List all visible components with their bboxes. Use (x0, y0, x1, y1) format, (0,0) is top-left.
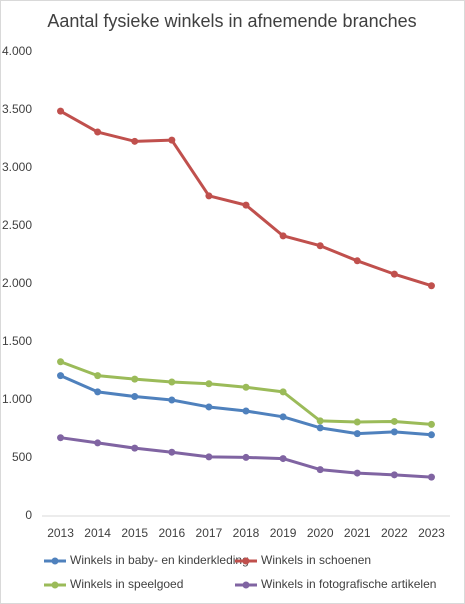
data-point (168, 378, 176, 386)
x-tick-label: 2023 (418, 526, 445, 540)
data-point (57, 372, 65, 380)
data-point (316, 466, 324, 474)
legend-label: Winkels in fotografische artikelen (261, 577, 436, 591)
data-point (427, 473, 435, 481)
data-point (353, 257, 361, 265)
data-point (279, 455, 287, 463)
data-point (131, 393, 139, 401)
data-point (168, 396, 176, 404)
legend-label: Winkels in speelgoed (70, 577, 183, 591)
legend-label: Winkels in schoenen (261, 553, 371, 567)
legend-marker (51, 581, 59, 589)
data-point (279, 232, 287, 240)
data-point (316, 242, 324, 250)
y-tick-label: 500 (12, 450, 32, 464)
data-point (279, 413, 287, 421)
x-tick-label: 2013 (47, 526, 74, 540)
data-point (57, 434, 65, 442)
y-tick-label: 4.000 (2, 44, 32, 58)
data-point (242, 201, 250, 209)
legend-marker (242, 581, 250, 589)
data-point (353, 418, 361, 426)
data-point (131, 444, 139, 452)
data-point (205, 192, 213, 200)
x-tick-label: 2019 (270, 526, 297, 540)
data-point (390, 270, 398, 278)
x-tick-label: 2022 (381, 526, 408, 540)
data-point (390, 471, 398, 479)
y-tick-label: 3.000 (2, 160, 32, 174)
data-point (57, 107, 65, 115)
data-point (205, 403, 213, 411)
y-tick-label: 3.500 (2, 102, 32, 116)
legend-label: Winkels in baby- en kinderkleding (70, 553, 249, 567)
legend-marker (51, 557, 59, 565)
legend-marker (242, 557, 250, 565)
data-point (390, 417, 398, 425)
data-point (131, 375, 139, 383)
data-point (427, 282, 435, 290)
data-point (427, 431, 435, 439)
data-point (131, 137, 139, 145)
data-point (242, 407, 250, 415)
data-point (94, 372, 102, 380)
x-tick-label: 2015 (121, 526, 148, 540)
chart-title: Aantal fysieke winkels in afnemende bran… (47, 11, 416, 31)
y-tick-label: 2.000 (2, 276, 32, 290)
data-point (242, 383, 250, 391)
y-tick-label: 1.500 (2, 334, 32, 348)
data-point (316, 417, 324, 425)
y-tick-label: 2.500 (2, 218, 32, 232)
y-tick-label: 1.000 (2, 392, 32, 406)
data-point (168, 136, 176, 144)
x-tick-label: 2018 (233, 526, 260, 540)
data-point (353, 430, 361, 438)
data-point (353, 469, 361, 477)
data-point (316, 424, 324, 432)
x-tick-label: 2016 (158, 526, 185, 540)
data-point (57, 358, 65, 366)
data-point (94, 128, 102, 136)
data-point (279, 388, 287, 396)
data-point (427, 420, 435, 428)
data-point (390, 428, 398, 436)
data-point (94, 388, 102, 396)
data-point (242, 453, 250, 461)
x-tick-label: 2020 (307, 526, 334, 540)
y-tick-label: 0 (25, 508, 32, 522)
x-tick-label: 2014 (84, 526, 111, 540)
data-point (205, 380, 213, 388)
data-point (205, 453, 213, 461)
data-point (94, 439, 102, 447)
x-tick-label: 2021 (344, 526, 371, 540)
x-tick-label: 2017 (196, 526, 223, 540)
data-point (168, 448, 176, 456)
